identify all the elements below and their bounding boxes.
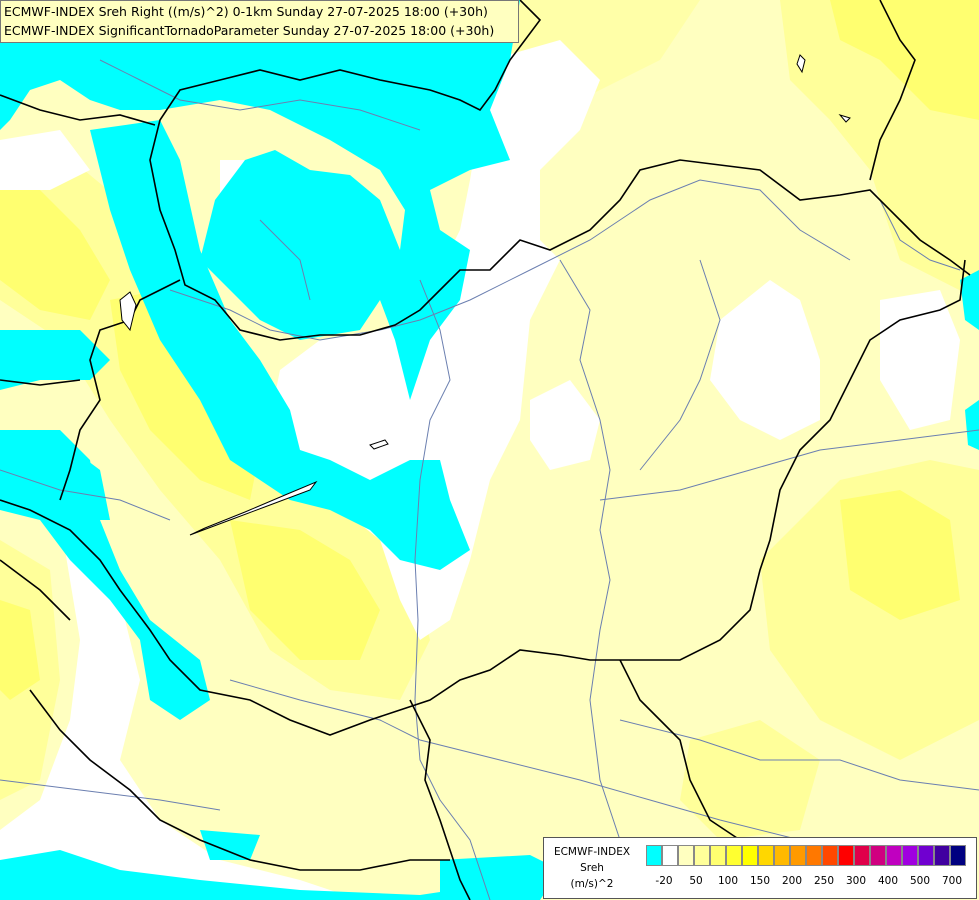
title-line-1: ECMWF-INDEX Sreh Right ((m/s)^2) 0-1km S…	[4, 4, 488, 19]
legend-swatch	[678, 845, 694, 866]
legend-tick-label: 500	[909, 875, 931, 887]
legend-swatch	[710, 845, 726, 866]
legend-swatch	[726, 845, 742, 866]
legend-tick-label: 400	[877, 875, 899, 887]
legend-tick-label: 250	[813, 875, 835, 887]
legend-source: ECMWF-INDEX	[553, 846, 631, 858]
legend-tick-label: 700	[941, 875, 963, 887]
legend-unit: (m/s)^2	[570, 878, 614, 890]
legend-swatch	[806, 845, 822, 866]
color-legend: ECMWF-INDEX Sreh (m/s)^2 -20 50 100 150 200 2…	[543, 837, 977, 899]
legend-swatch	[886, 845, 902, 866]
legend-swatch	[774, 845, 790, 866]
legend-swatch	[870, 845, 886, 866]
legend-swatches	[646, 845, 966, 866]
title-box: ECMWF-INDEX Sreh Right ((m/s)^2) 0-1km S…	[0, 0, 519, 43]
legend-tick-label: -20	[655, 875, 673, 887]
legend-swatch	[902, 845, 918, 866]
lakes	[119, 54, 851, 536]
legend-ticks: -20 50 100 150 200 250 300 400 500 700	[646, 875, 976, 891]
legend-tick-label: 300	[845, 875, 867, 887]
legend-tick-label: 100	[717, 875, 739, 887]
legend-swatch	[950, 845, 966, 866]
legend-swatch	[918, 845, 934, 866]
legend-swatch	[822, 845, 838, 866]
title-line-2: ECMWF-INDEX SignificantTornadoParameter …	[4, 23, 495, 38]
bright-yellow-zones	[0, 0, 979, 700]
legend-variable: Sreh	[580, 862, 604, 874]
legend-title: ECMWF-INDEX Sreh (m/s)^2	[544, 844, 640, 892]
legend-swatch	[934, 845, 950, 866]
legend-tick-label: 200	[781, 875, 803, 887]
legend-tick-label: 150	[749, 875, 771, 887]
legend-tick-label: 50	[689, 875, 703, 887]
legend-swatch	[790, 845, 806, 866]
legend-swatch	[742, 845, 758, 866]
legend-swatch	[646, 845, 662, 866]
legend-swatch	[854, 845, 870, 866]
rivers	[0, 59, 979, 900]
legend-swatch	[694, 845, 710, 866]
legend-swatch	[662, 845, 678, 866]
legend-swatch	[838, 845, 854, 866]
legend-swatch	[758, 845, 774, 866]
